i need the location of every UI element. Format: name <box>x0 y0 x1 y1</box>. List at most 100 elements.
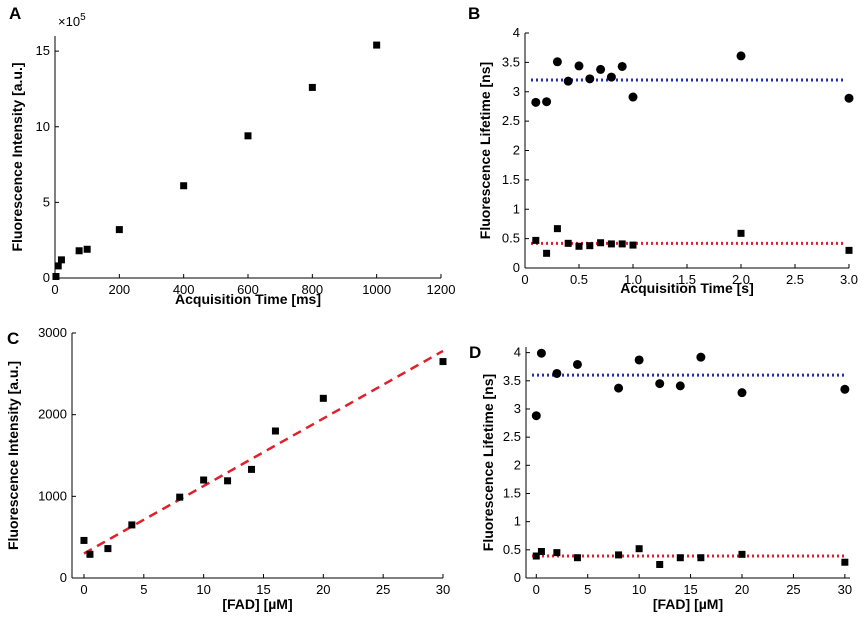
fit-line-c <box>83 349 444 555</box>
panel-letter-b: B <box>468 4 480 23</box>
y-tick-label-c: 0 <box>60 570 67 585</box>
data-point-circle-b <box>606 72 616 82</box>
x-tick-label-b: 2.0 <box>732 272 750 287</box>
data-point-circle-b <box>563 76 573 86</box>
data-point-square-a <box>54 262 62 270</box>
y-tick-label-b: 3.5 <box>502 54 520 69</box>
data-point-square-d <box>553 549 561 557</box>
y-tick-label-b: 2.5 <box>502 113 520 128</box>
y-tick-label-d: 2 <box>514 457 521 472</box>
data-point-circle-d <box>655 379 665 389</box>
y-tick-label-b: 2 <box>513 143 520 158</box>
data-point-circle-b <box>552 57 562 67</box>
panel-letter-c: C <box>7 329 19 348</box>
data-point-circle-d <box>696 352 706 362</box>
y-axis-label-d: Fluorescence Lifetime [ns] <box>480 374 496 551</box>
panel-letter-d: D <box>469 343 481 362</box>
data-point-circle-b <box>736 51 746 61</box>
x-tick-label-c: 25 <box>376 582 390 597</box>
data-point-square-d <box>841 558 849 566</box>
data-point-square-c <box>439 358 447 366</box>
x-tick-label-d: 10 <box>632 582 646 597</box>
x-axis-label-a: Acquisition Time [ms] <box>175 291 321 307</box>
data-point-square-c <box>104 545 112 553</box>
data-point-square-c <box>80 536 88 544</box>
x-tick-label-c: 10 <box>196 582 210 597</box>
x-tick-label-d: 25 <box>786 582 800 597</box>
data-point-circle-d <box>675 381 685 391</box>
y-tick-label-d: 0.5 <box>503 542 521 557</box>
data-point-circle-d <box>536 348 546 358</box>
data-point-circle-d <box>840 384 850 394</box>
data-point-circle-b <box>844 93 854 103</box>
data-point-circle-b <box>628 92 638 102</box>
y-tick-label-d: 1 <box>514 514 521 529</box>
data-point-square-a <box>52 272 60 280</box>
data-point-square-d <box>615 551 623 559</box>
y-tick-label-c: 3000 <box>38 325 67 340</box>
y-tick-label-d: 0 <box>514 570 521 585</box>
data-point-square-b <box>618 240 626 248</box>
data-point-square-c <box>128 521 136 529</box>
x-tick-label-c: 0 <box>80 582 87 597</box>
x-tick-label-b: 1.5 <box>678 272 696 287</box>
x-tick-label-d: 5 <box>584 582 591 597</box>
x-tick-label-b: 1.0 <box>624 272 642 287</box>
x-tick-label-a: 600 <box>237 282 259 297</box>
data-point-square-c <box>86 550 94 558</box>
data-point-square-d <box>697 554 705 562</box>
data-point-circle-d <box>634 355 644 365</box>
y-tick-label-d: 3 <box>514 401 521 416</box>
data-point-square-b <box>845 246 853 254</box>
data-point-square-d <box>635 545 643 553</box>
y-tick-label-c: 2000 <box>38 407 67 422</box>
y-axis-label-b: Fluorescence Lifetime [ns] <box>477 62 493 239</box>
x-tick-label-b: 0.5 <box>570 272 588 287</box>
y-multiplier-exponent-a: 5 <box>80 12 86 23</box>
data-point-circle-d <box>614 383 624 393</box>
x-tick-label-b: 3.0 <box>840 272 858 287</box>
data-point-square-b <box>597 239 605 247</box>
y-tick-label-a: 5 <box>43 194 50 209</box>
data-point-square-d <box>573 554 581 562</box>
y-axis-label-c: Fluorescence Intensity [a.u.] <box>5 361 21 550</box>
y-tick-label-b: 0.5 <box>502 231 520 246</box>
data-point-square-d <box>537 548 545 556</box>
data-point-circle-d <box>737 388 747 398</box>
data-point-square-a <box>75 247 83 255</box>
data-point-circle-b <box>574 61 584 71</box>
data-point-circle-b <box>542 97 552 107</box>
data-point-circle-d <box>531 411 541 421</box>
x-tick-label-a: 400 <box>173 282 195 297</box>
x-axis-label-b: Acquisition Time [s] <box>620 280 754 296</box>
data-point-circle-b <box>531 97 541 107</box>
x-tick-label-b: 2.5 <box>786 272 804 287</box>
x-tick-label-b: 0 <box>521 272 528 287</box>
y-tick-label-d: 2.5 <box>503 429 521 444</box>
data-point-square-c <box>176 493 184 501</box>
y-tick-label-b: 1.5 <box>502 172 520 187</box>
y-tick-label-b: 0 <box>513 260 520 275</box>
data-point-circle-b <box>617 61 627 71</box>
data-point-square-b <box>737 229 745 237</box>
x-tick-label-d: 0 <box>533 582 540 597</box>
data-point-square-b <box>553 225 561 233</box>
y-tick-label-d: 1.5 <box>503 485 521 500</box>
x-tick-label-c: 5 <box>140 582 147 597</box>
data-point-square-b <box>564 239 572 247</box>
x-axis-label-c: [FAD] [µM] <box>222 596 292 612</box>
data-point-square-c <box>224 477 232 485</box>
x-axis-label-d: [FAD] [µM] <box>653 596 723 612</box>
data-point-square-a <box>115 226 123 234</box>
data-point-square-a <box>373 41 381 49</box>
data-point-square-a <box>244 132 252 140</box>
y-tick-label-b: 3 <box>513 84 520 99</box>
y-tick-label-d: 3.5 <box>503 373 521 388</box>
data-point-square-d <box>676 554 684 562</box>
data-point-square-b <box>586 242 594 250</box>
data-point-circle-d <box>552 368 562 378</box>
data-point-square-a <box>83 245 91 253</box>
data-point-square-c <box>200 476 208 484</box>
data-point-square-b <box>532 236 540 244</box>
